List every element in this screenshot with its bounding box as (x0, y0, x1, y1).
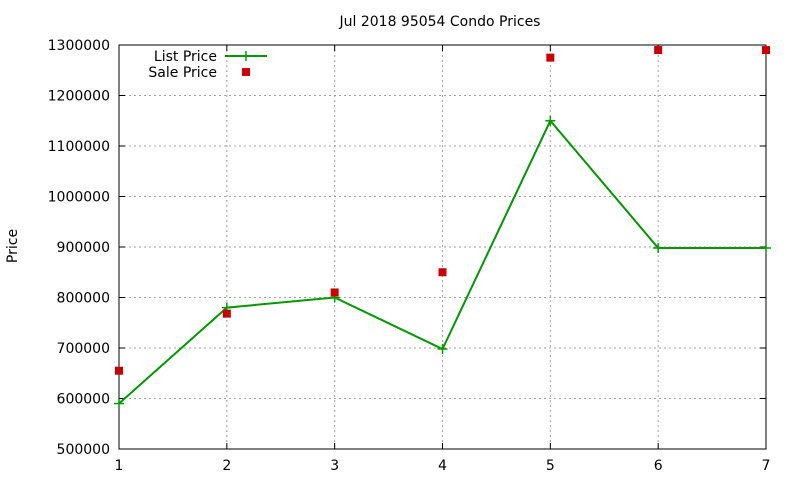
list-price-point (653, 243, 664, 254)
y-tick-label: 1000000 (48, 190, 110, 206)
sale-price-point (438, 268, 447, 277)
list-price-point (761, 243, 771, 254)
list-price-point (114, 398, 124, 409)
y-tick-label: 600000 (57, 392, 110, 408)
y-tick-label: 800000 (57, 291, 110, 307)
sale-price-point (222, 309, 231, 318)
axis-ticks: 500000 600000 700000 800000 900000 1000000 110… (48, 38, 771, 474)
x-tick-label: 1 (115, 458, 124, 474)
x-tick-label: 2 (222, 458, 231, 474)
legend-label-list-price: List Price (154, 49, 217, 65)
y-tick-label: 500000 (57, 442, 110, 458)
y-tick-label: 1200000 (48, 89, 110, 105)
grid (119, 45, 766, 449)
x-tick-label: 4 (438, 458, 447, 474)
sale-price-point (115, 366, 123, 375)
y-tick-label: 900000 (57, 240, 110, 256)
chart-title: Jul 2018 95054 Condo Prices (339, 14, 541, 30)
sale-price-point (654, 46, 663, 55)
series-layer (114, 46, 771, 409)
legend-swatch-marker (241, 51, 251, 61)
sale-price-point (546, 53, 555, 62)
y-tick-label: 1100000 (48, 139, 110, 155)
y-axis-label: Price (5, 229, 21, 263)
legend-swatch-marker (242, 68, 250, 76)
y-tick-label: 700000 (57, 341, 110, 357)
list-price-point (437, 344, 448, 355)
legend-label-sale-price: Sale Price (148, 65, 217, 81)
sale-price-point (330, 288, 339, 297)
x-tick-label: 6 (654, 458, 663, 474)
x-tick-label: 5 (546, 458, 555, 474)
list-price-point (545, 115, 556, 126)
series-sale-price (115, 46, 770, 375)
x-tick-label: 7 (762, 458, 771, 474)
y-tick-label: 1300000 (48, 38, 110, 54)
sale-price-point (762, 46, 770, 55)
series-list-price (114, 115, 771, 409)
x-tick-label: 3 (330, 458, 339, 474)
